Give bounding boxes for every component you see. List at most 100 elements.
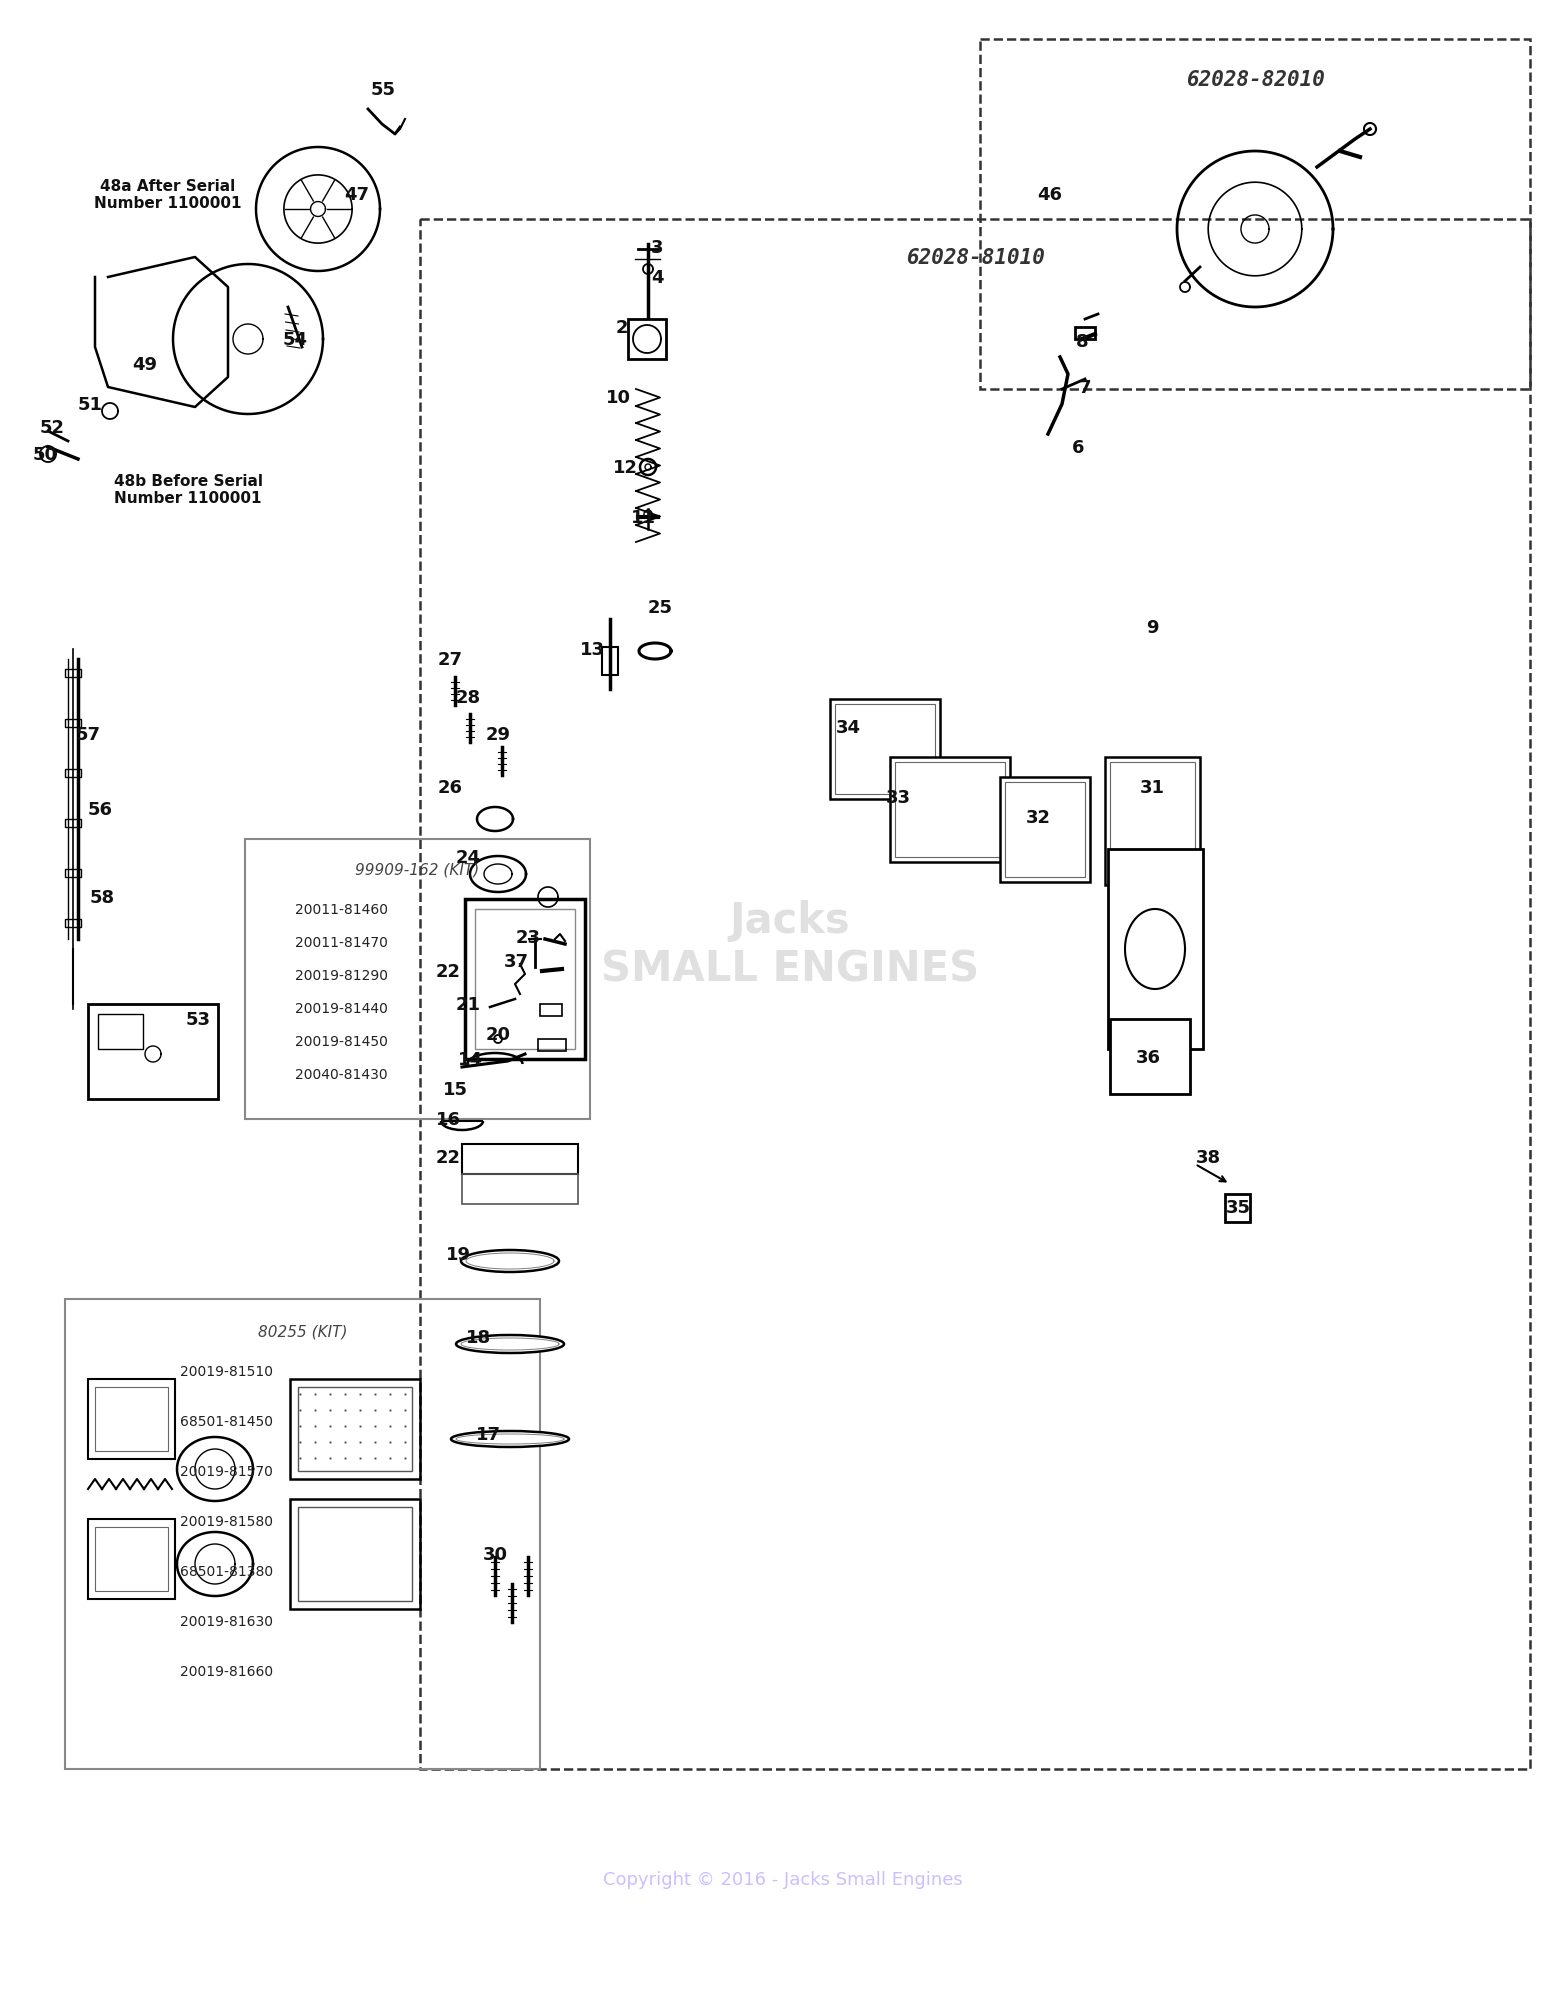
Text: 20019-81510: 20019-81510	[180, 1365, 272, 1379]
Ellipse shape	[451, 1431, 568, 1447]
Text: 38: 38	[1195, 1149, 1220, 1167]
Text: 47: 47	[345, 186, 370, 204]
Bar	[88, 1005, 218, 1099]
Text: 56: 56	[88, 801, 113, 819]
Bar	[298, 1506, 412, 1600]
Text: 24: 24	[456, 849, 481, 867]
Text: 16: 16	[435, 1111, 460, 1129]
Text: 36: 36	[1135, 1049, 1160, 1067]
Text: 20019-81290: 20019-81290	[294, 969, 388, 983]
Text: 2: 2	[615, 320, 628, 338]
Text: 46: 46	[1038, 186, 1062, 204]
Text: 20019-81440: 20019-81440	[294, 1001, 388, 1015]
Text: 62028-82010: 62028-82010	[1185, 70, 1325, 90]
Text: 48a After Serial
Number 1100001: 48a After Serial Number 1100001	[94, 178, 241, 212]
Bar	[1225, 1195, 1250, 1223]
Text: 7: 7	[1079, 380, 1092, 398]
Text: 34: 34	[836, 719, 860, 737]
Text: 20019-81570: 20019-81570	[180, 1465, 272, 1479]
Bar	[88, 1379, 175, 1459]
Text: 21: 21	[456, 995, 481, 1013]
Text: 48b Before Serial
Number 1100001: 48b Before Serial Number 1100001	[113, 474, 263, 505]
Text: 20011-81470: 20011-81470	[294, 935, 388, 949]
Bar	[290, 1498, 420, 1608]
Text: 13: 13	[579, 641, 604, 659]
Text: 14: 14	[457, 1051, 482, 1069]
Bar	[474, 909, 575, 1049]
Text: 20019-81660: 20019-81660	[180, 1664, 272, 1678]
Text: 58: 58	[89, 889, 114, 907]
Ellipse shape	[456, 1335, 564, 1353]
Text: 26: 26	[437, 779, 462, 797]
Bar	[835, 705, 935, 795]
Text: 52: 52	[39, 420, 64, 438]
Text: 20019-81450: 20019-81450	[294, 1035, 388, 1049]
Bar	[66, 719, 81, 727]
Text: 49: 49	[133, 356, 158, 374]
Text: 22: 22	[435, 963, 460, 981]
Bar	[462, 1175, 578, 1205]
Text: 32: 32	[1026, 809, 1051, 827]
Text: 20: 20	[485, 1025, 511, 1043]
Text: 54: 54	[282, 332, 307, 350]
Bar	[66, 869, 81, 877]
Bar	[1110, 1019, 1190, 1095]
Text: 51: 51	[77, 396, 102, 414]
Bar	[66, 669, 81, 677]
Text: 31: 31	[1140, 779, 1165, 797]
Text: 3: 3	[651, 240, 664, 258]
Bar	[66, 1299, 540, 1768]
Text: 50: 50	[33, 446, 58, 464]
Text: 22: 22	[435, 1149, 460, 1167]
Bar	[980, 40, 1530, 390]
Text: 20040-81430: 20040-81430	[294, 1067, 388, 1081]
Text: 29: 29	[485, 725, 511, 743]
Bar	[462, 1145, 578, 1175]
Bar	[628, 320, 666, 360]
Bar	[420, 220, 1530, 1768]
Text: 11: 11	[631, 509, 656, 527]
Text: 6: 6	[1071, 440, 1084, 458]
Text: Copyright © 2016 - Jacks Small Engines: Copyright © 2016 - Jacks Small Engines	[603, 1870, 963, 1888]
Text: 19: 19	[445, 1245, 470, 1263]
Text: 25: 25	[647, 599, 672, 617]
Text: 28: 28	[456, 689, 481, 707]
Text: 30: 30	[482, 1544, 507, 1562]
Text: 9: 9	[1146, 619, 1159, 637]
Text: 80255 (KIT): 80255 (KIT)	[258, 1325, 348, 1339]
Bar	[290, 1379, 420, 1479]
Bar	[298, 1387, 412, 1471]
Bar	[540, 1005, 562, 1017]
Bar	[66, 769, 81, 777]
Text: 99909-162 (KIT): 99909-162 (KIT)	[355, 861, 479, 877]
Text: 4: 4	[651, 270, 664, 288]
Bar	[889, 757, 1010, 863]
Text: 23: 23	[515, 929, 540, 947]
Bar	[99, 1015, 143, 1049]
Bar	[1001, 777, 1090, 883]
Bar	[1110, 763, 1195, 881]
Text: 35: 35	[1226, 1199, 1251, 1217]
Text: 55: 55	[371, 82, 396, 100]
Text: 33: 33	[885, 789, 910, 807]
Ellipse shape	[460, 1251, 559, 1273]
Text: 53: 53	[185, 1011, 210, 1029]
Text: 68501-81450: 68501-81450	[180, 1415, 272, 1429]
Bar	[66, 919, 81, 927]
Bar	[88, 1518, 175, 1598]
Bar	[1074, 328, 1095, 340]
Text: 20019-81580: 20019-81580	[180, 1514, 272, 1528]
Bar	[896, 763, 1005, 857]
Text: 10: 10	[606, 390, 631, 408]
Text: 68501-81380: 68501-81380	[180, 1564, 272, 1578]
Text: 15: 15	[443, 1081, 468, 1099]
Bar	[96, 1526, 168, 1590]
Bar	[96, 1387, 168, 1451]
Text: 8: 8	[1076, 334, 1088, 352]
Text: 20011-81460: 20011-81460	[294, 903, 388, 917]
Text: 18: 18	[465, 1329, 490, 1347]
Text: 17: 17	[476, 1425, 501, 1443]
Text: Jacks
SMALL ENGINES: Jacks SMALL ENGINES	[601, 899, 979, 989]
Bar	[539, 1039, 565, 1051]
Text: 20019-81630: 20019-81630	[180, 1614, 272, 1628]
